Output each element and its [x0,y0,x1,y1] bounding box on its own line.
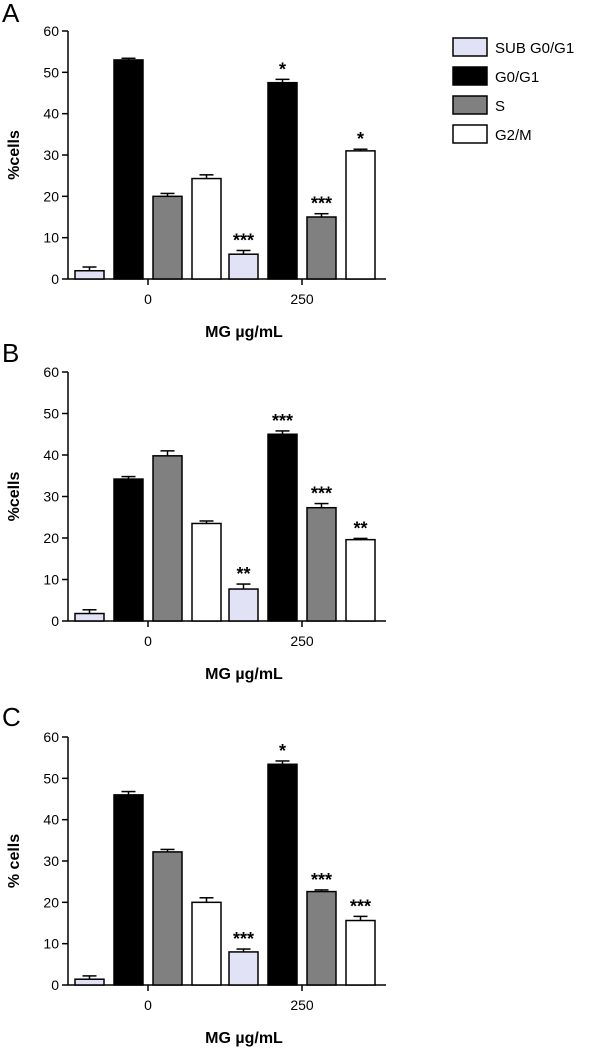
bar-sub-g0-g1-250 [228,588,259,622]
y-tick-label: 0 [51,977,59,993]
bar-g0-g1-250 [267,81,298,280]
x-axis-title: MG µg/mL [205,324,283,341]
bar-g0-g1-0 [113,59,144,280]
legend-swatch-g0g1 [452,66,488,86]
x-tick-label: 250 [290,997,314,1013]
significance-mark: ** [353,518,367,538]
x-tick-label: 250 [290,291,314,307]
bar-g2-m-0 [191,177,222,280]
bar-g2-m-250 [345,150,376,280]
x-axis-title: MG µg/mL [205,666,283,683]
legend-label-g2m: G2/M [495,127,532,144]
bar-g0-g1-0 [113,794,144,986]
y-tick-label: 30 [43,489,59,505]
significance-mark: *** [272,411,293,431]
significance-mark: * [357,129,364,149]
y-tick-label: 40 [43,812,59,828]
legend-swatch-g2m [452,124,488,144]
x-tick-label: 250 [290,633,314,649]
bar-sub-g0-g1-250 [228,253,259,280]
x-tick-label: 0 [144,633,152,649]
significance-mark: * [279,741,286,761]
y-tick-label: 50 [43,770,59,786]
bar-g0-g1-250 [267,763,298,986]
bar-sub-g0-g1-250 [228,951,259,986]
y-tick-label: 40 [43,447,59,463]
y-tick-label: 60 [43,23,59,39]
panel-letter: C [2,702,21,732]
bar-s-250 [306,216,337,280]
significance-mark: *** [311,194,332,214]
y-tick-label: 40 [43,106,59,122]
y-tick-label: 20 [43,894,59,910]
bar-s-250 [306,890,337,986]
panel-letter: B [2,338,19,368]
x-tick-label: 0 [144,997,152,1013]
significance-mark: * [279,59,286,79]
legend-label-s: S [495,98,505,115]
panel-letter: A [2,0,20,28]
significance-mark: *** [233,929,254,949]
legend-swatch-sub-g0g1 [452,37,488,57]
y-tick-label: 10 [43,230,59,246]
significance-mark: *** [311,484,332,504]
y-tick-label: 10 [43,936,59,952]
y-tick-label: 0 [51,613,59,629]
legend-label-sub-g0g1: SUB G0/G1 [495,40,574,57]
y-tick-label: 20 [43,530,59,546]
x-axis-title: MG µg/mL [205,1030,283,1047]
bar-g2-m-0 [191,522,222,622]
bar-g2-m-250 [345,919,376,986]
y-tick-label: 50 [43,64,59,80]
legend-swatch-s [452,95,488,115]
y-tick-label: 0 [51,271,59,287]
y-tick-label: 60 [43,364,59,380]
bar-g2-m-0 [191,901,222,986]
x-tick-label: 0 [144,291,152,307]
y-tick-label: 10 [43,572,59,588]
y-tick-label: 30 [43,147,59,163]
y-tick-label: 20 [43,188,59,204]
bar-g0-g1-250 [267,433,298,622]
bar-sub-g0-g1-0 [74,269,105,280]
y-tick-label: 50 [43,406,59,422]
bar-s-250 [306,506,337,622]
bar-s-0 [152,455,183,622]
bar-sub-g0-g1-0 [74,612,105,622]
y-tick-label: 30 [43,853,59,869]
legend: SUB G0/G1 G0/G1 S G2/M [452,37,574,144]
bar-sub-g0-g1-0 [74,978,105,986]
bar-s-0 [152,851,183,986]
bar-g0-g1-0 [113,478,144,622]
y-axis-title: %cells [6,130,23,180]
bar-s-0 [152,195,183,280]
bar-g2-m-250 [345,538,376,622]
significance-mark: ** [236,564,250,584]
y-axis-title: %cells [6,471,23,521]
significance-mark: *** [233,230,254,250]
y-tick-label: 60 [43,729,59,745]
significance-mark: *** [311,870,332,890]
y-axis-title: % cells [6,834,23,888]
legend-label-g0g1: G0/G1 [495,69,539,86]
significance-mark: *** [350,896,371,916]
